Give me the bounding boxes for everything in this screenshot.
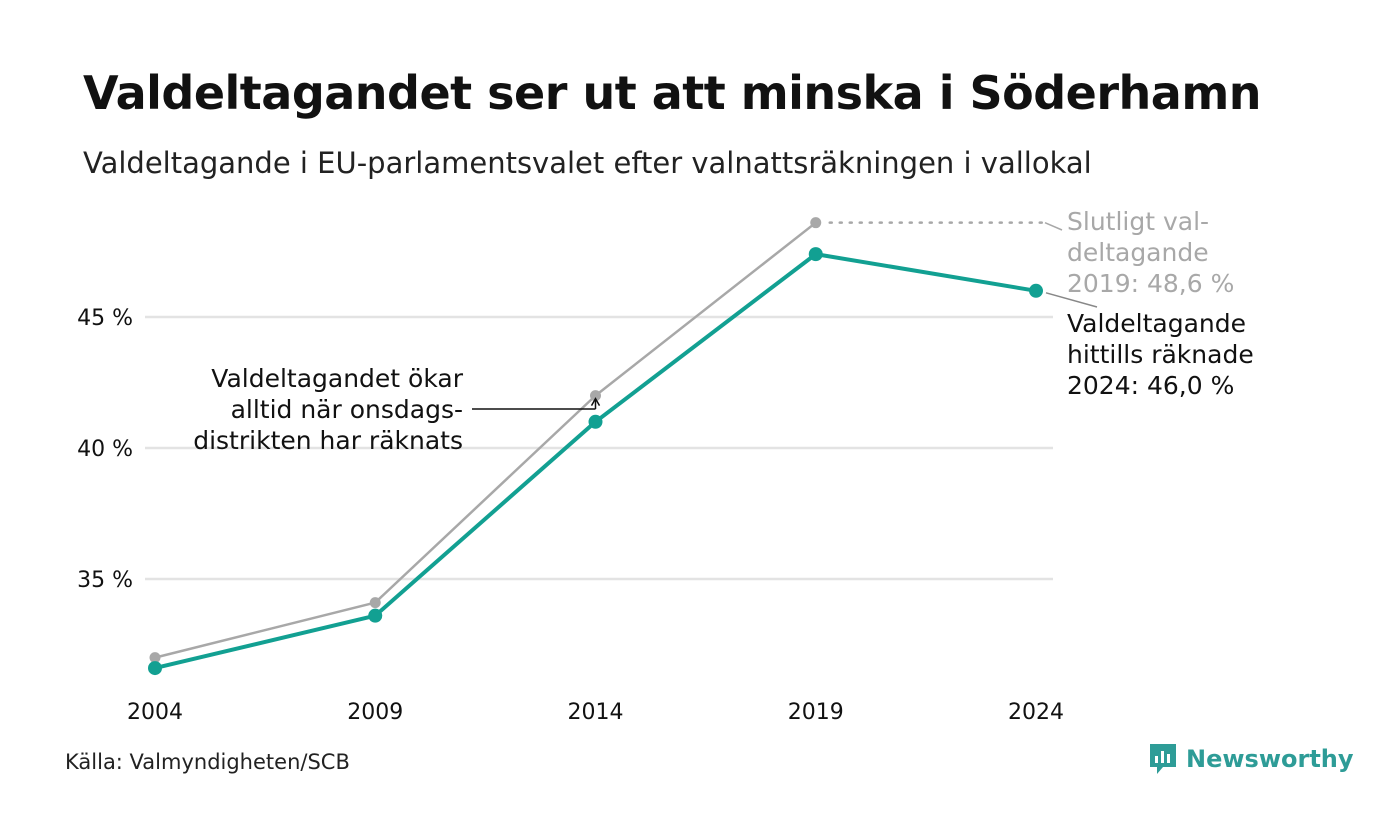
x-tick-label: 2014 [568,700,624,725]
x-tick-label: 2019 [788,700,844,725]
chart-title: Valdeltagandet ser ut att minska i Söder… [83,66,1262,120]
annotation-counted-2024: 2024: 46,0 % [1067,371,1234,400]
newsworthy-logo-icon [1150,744,1176,774]
annotation-wednesday-note: Valdeltagandet ökar [211,364,463,393]
counted-2024-connector [1045,292,1098,308]
counted-turnout-point [808,247,823,262]
x-tick-label: 2024 [1008,700,1064,725]
annotation-counted-2024: hittills räknade [1067,340,1254,369]
annotation-wednesday-note: distrikten har räknats [193,426,463,455]
final-turnout-line [154,221,817,659]
counted-turnout-point [588,414,603,429]
final-2019-connector [1044,221,1063,231]
x-tick-label: 2004 [127,700,183,725]
annotation-final-2019: Slutligt val- [1067,207,1209,236]
annotation-final-2019: 2019: 48,6 % [1067,269,1234,298]
counted-turnout-point [1029,283,1043,298]
brand-name: Newsworthy [1186,745,1354,773]
x-tick-label: 2009 [347,700,403,725]
annotation-counted-2024: Valdeltagande [1067,309,1246,338]
final-turnout-point [149,652,161,664]
source-note: Källa: Valmyndigheten/SCB [65,750,350,774]
brand-logo: Newsworthy [1148,742,1354,776]
counted-turnout-point [148,661,162,676]
y-tick-label: 35 % [77,568,133,593]
annotation-wednesday-note: alltid när onsdags- [231,395,463,424]
final-turnout-point [590,390,601,402]
final-turnout-point [369,597,381,609]
annotation-final-2019: deltagande [1067,238,1209,267]
counted-turnout-point [368,608,383,623]
y-tick-label: 45 % [77,306,133,331]
final-turnout-point [810,217,822,229]
note-arrow-head [590,397,601,406]
y-tick-label: 40 % [77,437,133,462]
chart-subtitle: Valdeltagande i EU-parlamentsvalet efter… [83,146,1092,180]
